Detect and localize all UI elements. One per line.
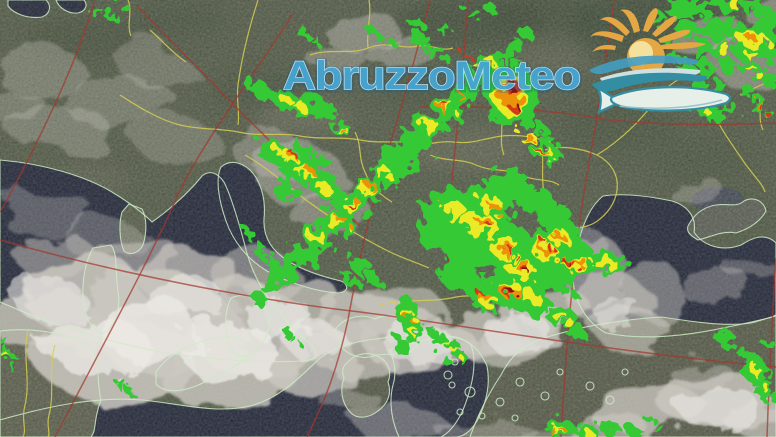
cloud-highlights [15,276,760,432]
wave-icon [589,55,708,92]
radar-level-darkred [507,80,569,293]
abruzzometeo-logo [589,8,732,115]
fish-icon [595,84,732,115]
watermark-text-shadow: AbruzzoMeteo [283,55,580,99]
aegean-islands [443,358,629,422]
watermark: AbruzzoMeteo AbruzzoMeteo [281,53,584,102]
watermark-text: AbruzzoMeteo [283,54,580,98]
sun-rays-icon [590,8,706,52]
